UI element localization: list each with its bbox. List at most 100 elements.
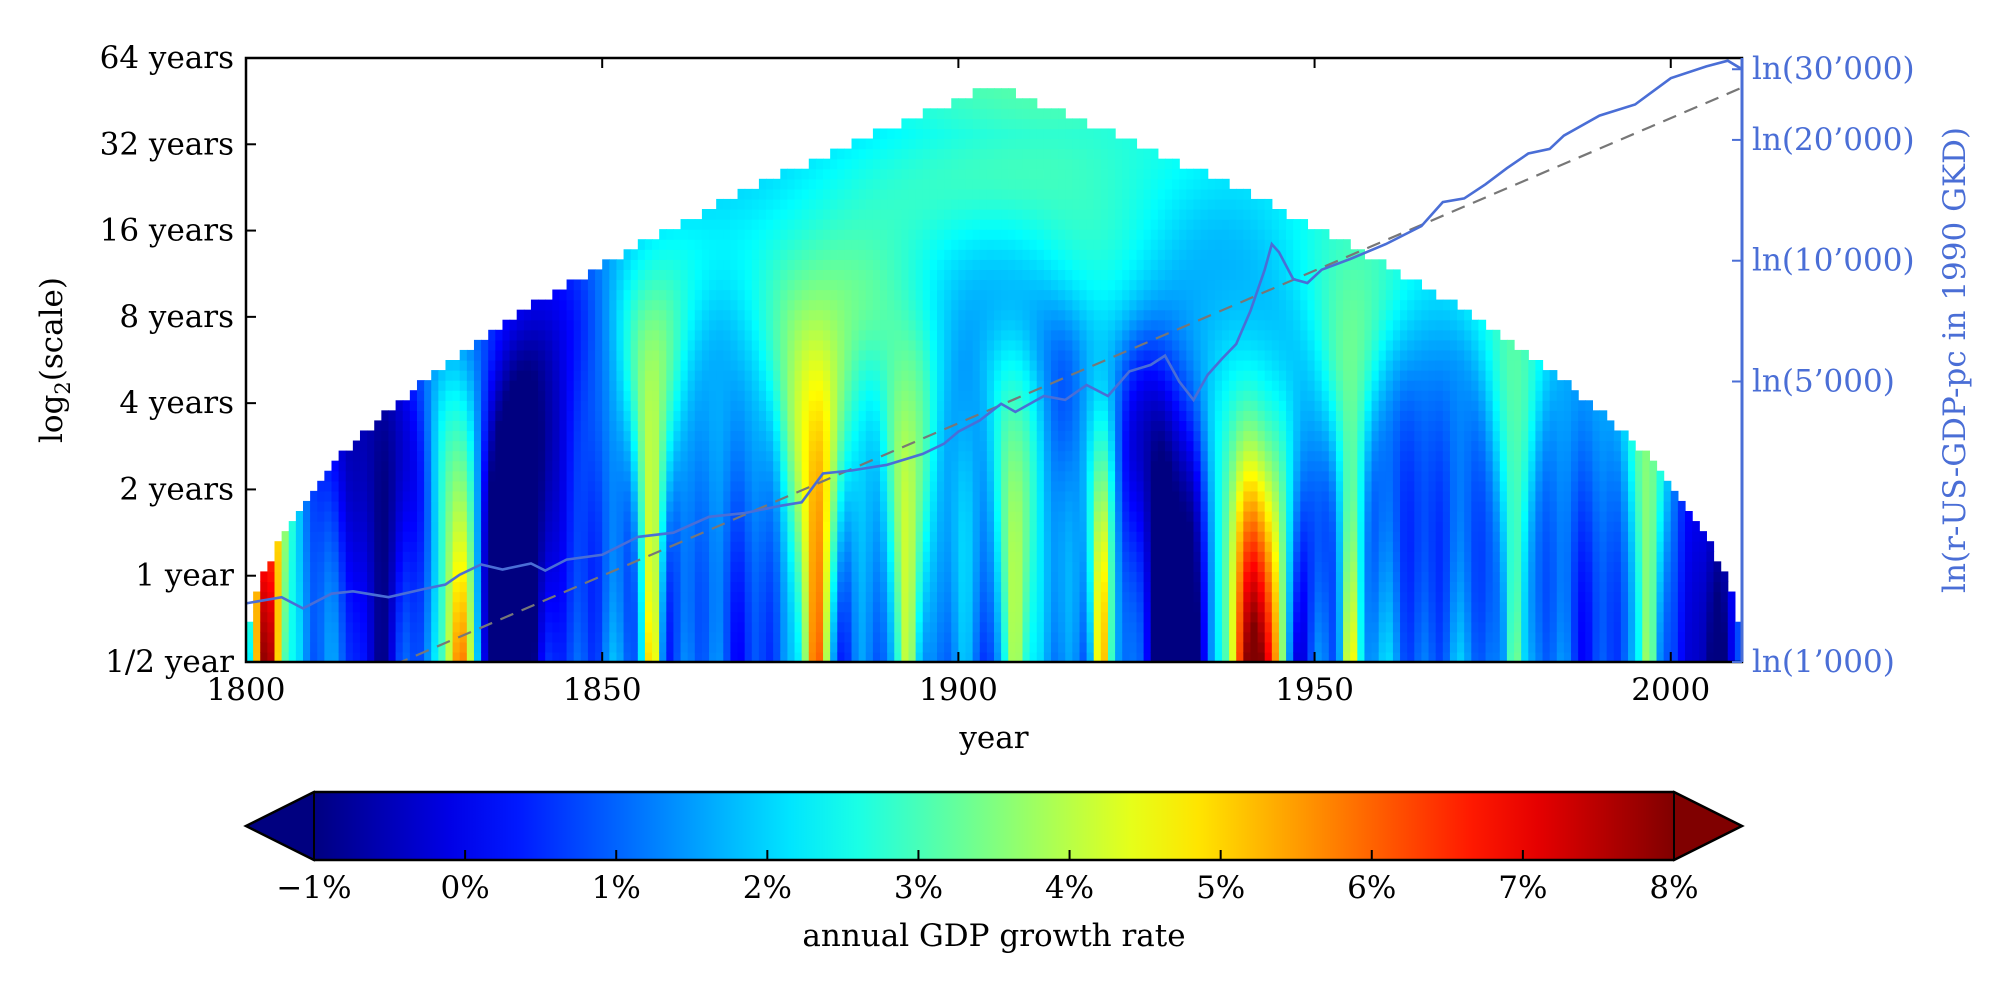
heatmap-cell bbox=[623, 500, 632, 512]
heatmap-cell bbox=[324, 500, 333, 512]
heatmap-cell bbox=[901, 299, 910, 311]
heatmap-cell bbox=[580, 521, 589, 532]
heatmap-cell bbox=[1001, 601, 1009, 613]
heatmap-cell bbox=[901, 360, 910, 371]
heatmap-cell bbox=[709, 309, 717, 321]
heatmap-cell bbox=[416, 490, 425, 502]
heatmap-cell bbox=[716, 450, 724, 462]
heatmap-cell bbox=[1022, 249, 1031, 260]
heatmap-cell bbox=[766, 591, 774, 603]
heatmap-cell bbox=[431, 551, 439, 562]
heatmap-cell bbox=[766, 561, 774, 572]
heatmap-cell bbox=[1058, 319, 1066, 331]
heatmap-cell bbox=[1022, 219, 1031, 230]
heatmap-cell bbox=[837, 651, 845, 662]
heatmap-cell bbox=[851, 370, 860, 381]
heatmap-cell bbox=[374, 521, 382, 532]
heatmap-cell bbox=[1107, 178, 1116, 190]
heatmap-cell bbox=[1072, 138, 1081, 150]
heatmap-cell bbox=[744, 551, 753, 562]
heatmap-cell bbox=[395, 541, 404, 552]
heatmap-cell bbox=[1093, 198, 1102, 210]
heatmap-cell bbox=[1079, 118, 1088, 130]
heatmap-cell bbox=[644, 239, 653, 250]
heatmap-cell bbox=[908, 631, 917, 643]
heatmap-cell bbox=[986, 380, 995, 391]
heatmap-cell bbox=[609, 460, 618, 472]
heatmap-cell bbox=[901, 349, 910, 361]
heatmap-cell bbox=[352, 551, 361, 562]
heatmap-cell bbox=[495, 571, 504, 583]
heatmap-cell bbox=[865, 460, 874, 472]
heatmap-cell bbox=[965, 98, 974, 109]
heatmap-cell bbox=[1008, 541, 1016, 552]
heatmap-cell bbox=[1022, 581, 1031, 593]
heatmap-cell bbox=[580, 309, 589, 321]
heatmap-cell bbox=[623, 360, 632, 371]
heatmap-cell bbox=[908, 601, 917, 613]
heatmap-cell bbox=[673, 229, 682, 240]
heatmap-cell bbox=[523, 521, 532, 532]
heatmap-cell bbox=[331, 511, 340, 522]
heatmap-cell bbox=[1043, 349, 1052, 361]
heatmap-cell bbox=[858, 420, 867, 432]
heatmap-cell bbox=[466, 511, 475, 522]
heatmap-cell bbox=[872, 541, 881, 552]
heatmap-cell bbox=[1065, 118, 1073, 130]
heatmap-cell bbox=[979, 168, 988, 180]
heatmap-cell bbox=[965, 128, 974, 140]
heatmap-cell bbox=[516, 581, 525, 593]
heatmap-cell bbox=[744, 380, 753, 391]
heatmap-cell bbox=[388, 480, 397, 492]
heatmap-cell bbox=[751, 249, 760, 260]
heatmap-cell bbox=[1065, 128, 1073, 140]
heatmap-cell bbox=[495, 380, 504, 391]
heatmap-cell bbox=[794, 500, 803, 512]
heatmap-cell bbox=[1115, 571, 1123, 583]
heatmap-cell bbox=[815, 490, 824, 502]
heatmap-cell bbox=[1115, 269, 1123, 281]
heatmap-cell bbox=[502, 390, 511, 401]
heatmap-cell bbox=[737, 299, 746, 311]
heatmap-cell bbox=[587, 339, 596, 351]
heatmap-cell bbox=[630, 521, 639, 532]
heatmap-cell bbox=[887, 299, 895, 311]
heatmap-cell bbox=[559, 450, 568, 462]
heatmap-cell bbox=[944, 188, 952, 200]
heatmap-cell bbox=[680, 460, 689, 472]
heatmap-cell bbox=[602, 651, 610, 662]
heatmap-cell bbox=[794, 168, 803, 180]
heatmap-cell bbox=[823, 188, 831, 200]
heatmap-cell bbox=[644, 440, 653, 452]
heatmap-cell bbox=[352, 500, 361, 512]
heatmap-cell bbox=[1015, 148, 1024, 160]
heatmap-cell bbox=[694, 601, 703, 613]
heatmap-cell bbox=[1043, 571, 1052, 583]
heatmap-cell bbox=[808, 500, 817, 512]
heatmap-cell bbox=[1043, 279, 1052, 291]
heatmap-cell bbox=[1008, 108, 1016, 119]
heatmap-cell bbox=[395, 581, 404, 593]
heatmap-cell bbox=[1029, 490, 1038, 502]
heatmap-cell bbox=[787, 601, 796, 613]
heatmap-cell bbox=[310, 641, 318, 653]
heatmap-cell bbox=[1107, 219, 1116, 230]
heatmap-cell bbox=[716, 279, 724, 291]
heatmap-cell bbox=[979, 188, 988, 200]
heatmap-cell bbox=[1086, 269, 1095, 281]
heatmap-cell bbox=[773, 400, 781, 411]
heatmap-cell bbox=[516, 611, 525, 623]
heatmap-cell bbox=[445, 390, 454, 401]
heatmap-cell bbox=[587, 289, 596, 301]
heatmap-cell bbox=[1001, 188, 1009, 200]
heatmap-cell bbox=[623, 581, 632, 593]
heatmap-cell bbox=[908, 239, 917, 250]
heatmap-cell bbox=[787, 521, 796, 532]
heatmap-cell bbox=[1122, 621, 1130, 633]
heatmap-cell bbox=[744, 259, 753, 270]
heatmap-cell bbox=[787, 480, 796, 492]
heatmap-cell bbox=[566, 571, 575, 583]
heatmap-cell bbox=[673, 611, 682, 623]
heatmap-cell bbox=[637, 470, 646, 482]
heatmap-cell bbox=[1001, 571, 1009, 583]
